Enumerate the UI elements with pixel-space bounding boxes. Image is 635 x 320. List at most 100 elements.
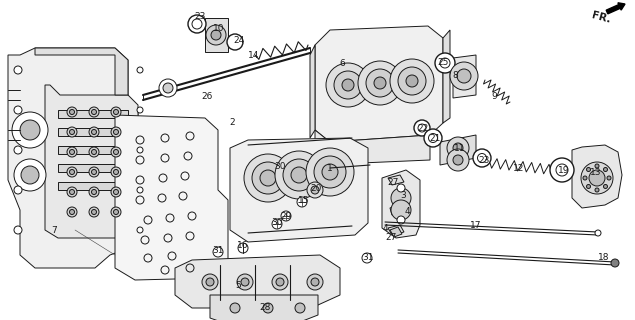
Circle shape xyxy=(314,156,346,188)
Circle shape xyxy=(306,148,354,196)
Circle shape xyxy=(252,162,284,194)
Polygon shape xyxy=(572,145,622,208)
Circle shape xyxy=(281,211,291,221)
Circle shape xyxy=(358,61,402,105)
Circle shape xyxy=(244,154,292,202)
Circle shape xyxy=(89,107,99,117)
Text: 23: 23 xyxy=(478,156,490,164)
Circle shape xyxy=(397,216,405,224)
Circle shape xyxy=(260,170,276,186)
Circle shape xyxy=(227,34,243,50)
Circle shape xyxy=(137,107,143,113)
Circle shape xyxy=(111,187,121,197)
Circle shape xyxy=(311,186,319,194)
Circle shape xyxy=(291,167,307,183)
Circle shape xyxy=(67,107,77,117)
Polygon shape xyxy=(58,146,128,154)
Text: 15: 15 xyxy=(298,196,310,204)
Circle shape xyxy=(342,79,354,91)
Circle shape xyxy=(447,149,469,171)
Circle shape xyxy=(69,210,74,214)
Circle shape xyxy=(67,167,77,177)
Polygon shape xyxy=(35,48,128,95)
Polygon shape xyxy=(58,110,128,118)
Circle shape xyxy=(14,66,22,74)
Circle shape xyxy=(91,170,97,174)
Circle shape xyxy=(587,167,591,172)
Text: 21: 21 xyxy=(429,133,441,142)
Text: 6: 6 xyxy=(339,59,345,68)
Polygon shape xyxy=(440,135,476,165)
Text: 30: 30 xyxy=(274,162,286,171)
Circle shape xyxy=(137,227,143,233)
Circle shape xyxy=(424,129,442,147)
Polygon shape xyxy=(310,45,315,138)
Circle shape xyxy=(91,189,97,195)
Polygon shape xyxy=(388,225,404,235)
Text: 26: 26 xyxy=(201,92,213,100)
Circle shape xyxy=(230,303,240,313)
Circle shape xyxy=(91,130,97,134)
Circle shape xyxy=(406,75,418,87)
Circle shape xyxy=(69,130,74,134)
Circle shape xyxy=(275,151,323,199)
Circle shape xyxy=(67,187,77,197)
Circle shape xyxy=(241,278,249,286)
Circle shape xyxy=(188,15,206,33)
Text: 12: 12 xyxy=(513,164,525,172)
Polygon shape xyxy=(453,55,476,98)
Circle shape xyxy=(111,107,121,117)
Circle shape xyxy=(295,303,305,313)
Circle shape xyxy=(391,200,411,220)
Text: 24: 24 xyxy=(234,36,244,44)
Circle shape xyxy=(390,59,434,103)
Circle shape xyxy=(111,207,121,217)
Text: FR.: FR. xyxy=(590,11,612,25)
Circle shape xyxy=(163,83,173,93)
Text: 29: 29 xyxy=(280,212,291,220)
Circle shape xyxy=(283,159,315,191)
Circle shape xyxy=(14,106,22,114)
Circle shape xyxy=(89,147,99,157)
Circle shape xyxy=(67,207,77,217)
Text: 16: 16 xyxy=(237,241,249,250)
Circle shape xyxy=(583,176,587,180)
Circle shape xyxy=(322,164,338,180)
Circle shape xyxy=(398,67,426,95)
Text: 22: 22 xyxy=(417,124,429,132)
Circle shape xyxy=(311,278,319,286)
Polygon shape xyxy=(382,170,420,238)
Circle shape xyxy=(272,274,288,290)
Circle shape xyxy=(595,164,599,168)
Circle shape xyxy=(297,197,307,207)
Circle shape xyxy=(453,143,463,153)
Circle shape xyxy=(206,278,214,286)
Circle shape xyxy=(237,274,253,290)
Circle shape xyxy=(391,188,411,208)
Polygon shape xyxy=(205,18,228,52)
Circle shape xyxy=(550,158,574,182)
Circle shape xyxy=(111,167,121,177)
Circle shape xyxy=(137,67,143,73)
Text: 30: 30 xyxy=(271,218,283,227)
Circle shape xyxy=(307,182,323,198)
Polygon shape xyxy=(230,138,368,242)
Circle shape xyxy=(111,147,121,157)
Text: 13: 13 xyxy=(591,167,602,177)
Polygon shape xyxy=(8,48,148,268)
Text: 4: 4 xyxy=(404,206,410,215)
Polygon shape xyxy=(443,30,450,123)
Circle shape xyxy=(89,207,99,217)
Text: 2: 2 xyxy=(229,117,235,126)
Polygon shape xyxy=(388,175,404,185)
Polygon shape xyxy=(58,164,128,172)
Polygon shape xyxy=(115,115,228,280)
Circle shape xyxy=(91,109,97,115)
Circle shape xyxy=(362,253,372,263)
Text: 20: 20 xyxy=(311,183,322,193)
Circle shape xyxy=(435,53,455,73)
Circle shape xyxy=(272,219,282,229)
Circle shape xyxy=(326,63,370,107)
Circle shape xyxy=(21,166,39,184)
Circle shape xyxy=(111,127,121,137)
